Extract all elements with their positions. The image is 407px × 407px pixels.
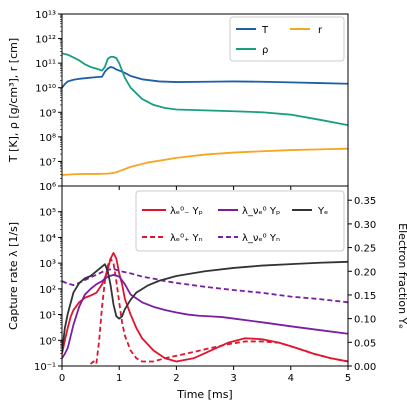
x-tick-label: 1 bbox=[116, 373, 122, 384]
bottom-legend: λₑ⁰₋ Yₚ λₑ⁰₊ Yₙ λ_νₑ⁰ Yₚ λ_νₑ⁰ Yₙ Yₑ bbox=[135, 190, 345, 252]
x-tick-label: 5 bbox=[345, 373, 351, 384]
bottom-y-tick-label: 10⁻¹ bbox=[34, 362, 56, 373]
bottom-x-ticks: 0 1 2 3 4 5 bbox=[59, 366, 351, 384]
top-y-tick-label: 10¹⁰ bbox=[35, 84, 56, 95]
legend-entry-lambda-nu-Yp: λ_νₑ⁰ Yₚ bbox=[218, 206, 280, 217]
top-y-axis-title: T [K], ρ [g/cm³], r [cm] bbox=[7, 38, 20, 163]
y2-tick-label: 0.15 bbox=[354, 291, 376, 302]
x-axis-title: Time [ms] bbox=[176, 388, 232, 401]
top-y-tick-label: 10¹¹ bbox=[35, 59, 56, 70]
top-series-line-series-1 bbox=[62, 52, 348, 127]
top-legend: T ρ r bbox=[229, 16, 345, 62]
top-panel: 10⁶ 10⁷ 10⁸ 10⁹ 10¹⁰ 10¹¹ 10¹² 10¹³ T [K], ρ [g… bbox=[7, 10, 349, 193]
y2-tick-label: 0.10 bbox=[354, 315, 376, 326]
bottom-y-tick-label: 10² bbox=[39, 285, 56, 296]
top-y-tick-label: 10¹³ bbox=[35, 10, 56, 21]
x-tick-label: 0 bbox=[59, 373, 65, 384]
legend-entry-lambda-nu-Yn: λ_νₑ⁰ Yₙ bbox=[218, 233, 280, 244]
bottom-series-line-Y-1 bbox=[90, 257, 348, 365]
bottom-series-line-Y-3 bbox=[62, 267, 348, 304]
bottom-axes-frame bbox=[61, 185, 349, 367]
legend-label-T: T bbox=[261, 25, 269, 36]
y2-tick-label: 0.25 bbox=[354, 244, 376, 255]
top-y-tick-label: 10¹² bbox=[35, 35, 56, 46]
bottom-y-tick-label: 10⁵ bbox=[39, 208, 56, 219]
bottom-y-tick-label: 10¹ bbox=[39, 311, 56, 322]
legend-entry-Ye: Yₑ bbox=[292, 206, 328, 217]
bottom-series-group bbox=[62, 252, 348, 365]
y2-tick-label: 0.05 bbox=[354, 338, 376, 349]
bottom-y-tick-label: 10⁰ bbox=[39, 336, 56, 347]
y2-tick-label: 0.20 bbox=[354, 267, 376, 278]
top-series-group bbox=[62, 52, 348, 176]
x-tick-label: 4 bbox=[288, 373, 294, 384]
legend-label-lambda-e-minus-Yp: λₑ⁰₋ Yₚ bbox=[170, 206, 203, 217]
top-x-ticks bbox=[61, 186, 349, 190]
top-series-line-T-0 bbox=[62, 66, 348, 89]
top-plot-lines bbox=[62, 52, 348, 176]
top-y-tick-label: 10⁸ bbox=[39, 133, 56, 144]
bottom-y2-ticks: 0.00 0.05 0.10 0.15 0.20 0.25 0.30 0.35 bbox=[348, 196, 376, 373]
top-y-tick-label: 10⁹ bbox=[39, 108, 56, 119]
legend-label-Ye: Yₑ bbox=[317, 206, 328, 217]
x-tick-label: 2 bbox=[173, 373, 179, 384]
legend-label-lambda-nu-Yn: λ_νₑ⁰ Yₙ bbox=[242, 233, 280, 244]
legend-label-rho: ρ bbox=[262, 45, 268, 56]
y2-tick-label: 0.35 bbox=[354, 196, 376, 207]
bottom-y-tick-label: 10⁴ bbox=[39, 233, 56, 244]
legend-label-lambda-e-plus-Yn: λₑ⁰₊ Yₙ bbox=[170, 233, 203, 244]
top-series-line-r-2 bbox=[62, 147, 348, 176]
legend-entry-T: T bbox=[236, 25, 269, 36]
bottom-series-line-Y-0 bbox=[62, 252, 348, 363]
bottom-plot-lines bbox=[62, 252, 348, 365]
bottom-legend-box bbox=[135, 190, 345, 252]
legend-label-lambda-nu-Yp: λ_νₑ⁰ Yₚ bbox=[242, 206, 280, 217]
bottom-y-ticks: 10⁻¹ 10⁰ 10¹ 10² 10³ 10⁴ 10⁵ bbox=[34, 208, 62, 373]
bottom-series-line-Y-2 bbox=[62, 273, 348, 359]
bottom-series-line-Y-4 bbox=[62, 260, 348, 352]
top-y-ticks: 10⁶ 10⁷ 10⁸ 10⁹ 10¹⁰ 10¹¹ 10¹² 10¹³ bbox=[35, 10, 62, 193]
legend-entry-rho: ρ bbox=[236, 45, 268, 56]
bottom-y2-axis-title: Electron fraction Yₑ bbox=[396, 223, 407, 329]
top-y-tick-label: 10⁶ bbox=[39, 182, 56, 193]
y2-tick-label: 0.00 bbox=[354, 362, 376, 373]
top-legend-box bbox=[229, 16, 345, 62]
x-tick-label: 3 bbox=[230, 373, 236, 384]
legend-entry-lambda-e-plus-Yn: λₑ⁰₊ Yₙ bbox=[142, 233, 203, 244]
top-y-tick-label: 10⁷ bbox=[39, 157, 56, 168]
legend-entry-r: r bbox=[290, 25, 323, 36]
legend-entry-lambda-e-minus-Yp: λₑ⁰₋ Yₚ bbox=[142, 206, 203, 217]
bottom-y-axis-title: Capture rate λ [1/s] bbox=[7, 222, 20, 330]
bottom-y-tick-label: 10³ bbox=[39, 259, 56, 270]
legend-label-r: r bbox=[318, 25, 323, 36]
y2-tick-label: 0.30 bbox=[354, 220, 376, 231]
